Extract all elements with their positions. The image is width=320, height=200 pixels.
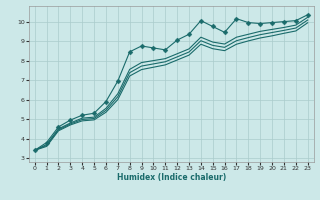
X-axis label: Humidex (Indice chaleur): Humidex (Indice chaleur) (116, 173, 226, 182)
